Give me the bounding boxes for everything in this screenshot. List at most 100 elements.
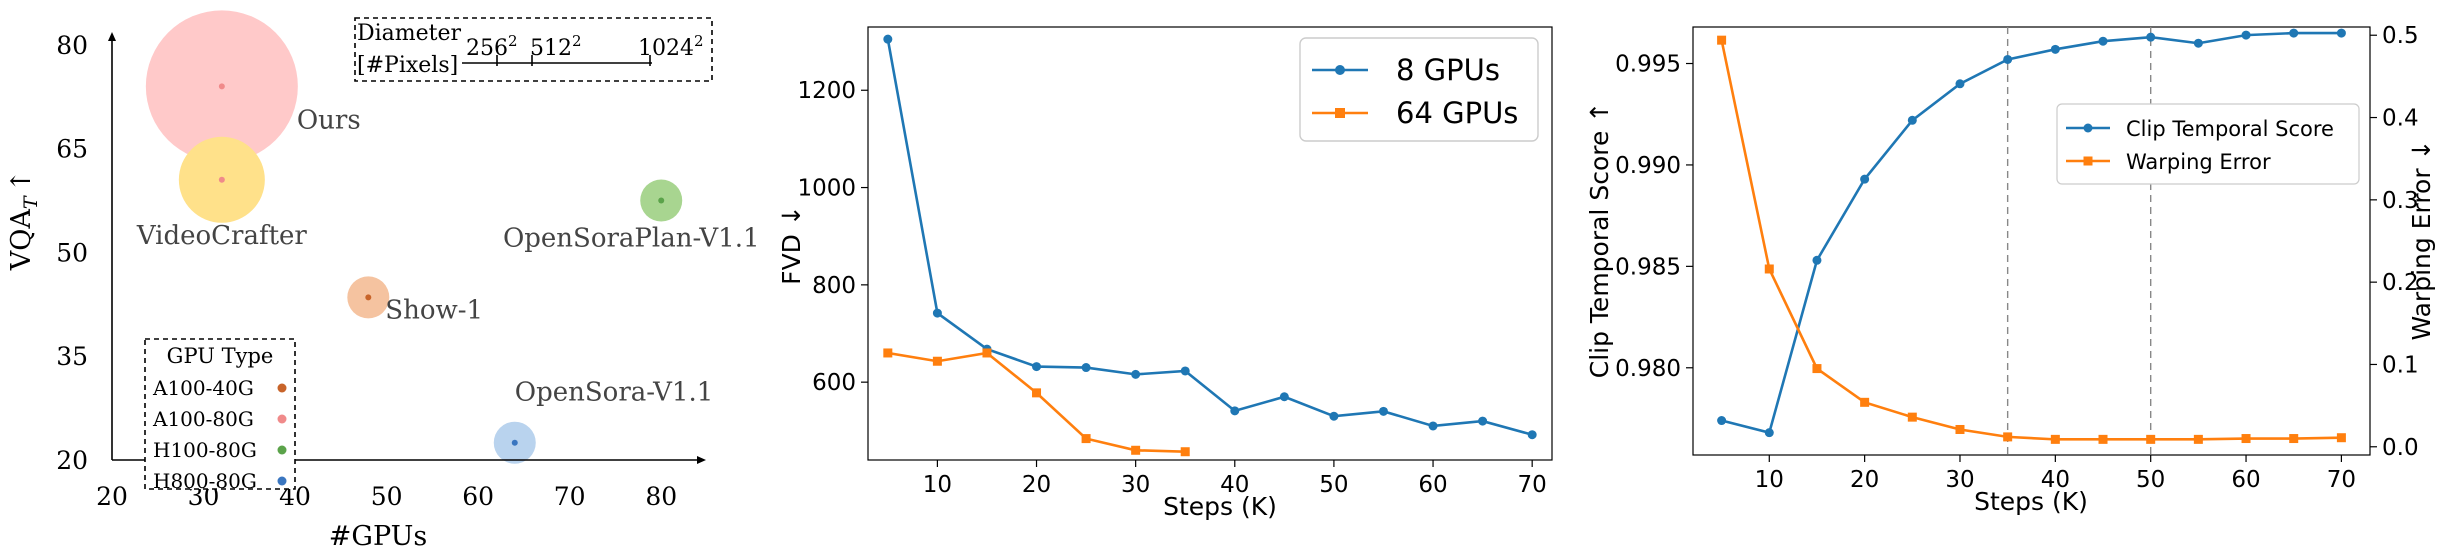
data-point <box>2003 54 2013 64</box>
data-point <box>932 308 942 318</box>
data-point <box>1131 369 1141 379</box>
x-tick-label: 50 <box>2136 467 2165 493</box>
x-axis-label: #GPUs <box>329 521 428 552</box>
clip-legend-items: Clip Temporal Score Warping Error <box>2066 117 2334 174</box>
clip-series <box>1717 28 2346 444</box>
y-tick-label: 1000 <box>797 176 856 202</box>
clip-axes: 10 20 30 40 50 60 70 0.980 0.985 0.990 0.995 0.0 0.1… <box>1615 23 2418 493</box>
data-point <box>2336 433 2346 443</box>
data-point <box>2003 432 2013 442</box>
bubble-center-dot <box>365 294 372 301</box>
data-point <box>2146 32 2156 42</box>
y-tick-label-left: 0.995 <box>1615 52 1681 78</box>
data-point <box>932 356 942 366</box>
legend-label: Clip Temporal Score <box>2126 117 2334 141</box>
data-point <box>2289 434 2299 444</box>
point-label-opensoraplan-v1-1: OpenSoraPlan-V1.1 <box>503 224 760 254</box>
x-tick-label: 70 <box>1518 472 1547 498</box>
x-tick-label: 10 <box>1755 467 1784 493</box>
gpu-scatter-chart: Ours VideoCrafter OpenSoraPlan-V1.1 Show-1 O… <box>6 10 760 552</box>
clip-legend: Clip Temporal Score Warping Error <box>2056 103 2360 185</box>
series-line-0 <box>1721 31 2342 435</box>
x-tick-label: 10 <box>923 472 952 498</box>
data-point <box>2098 434 2108 444</box>
data-point <box>1860 397 1870 407</box>
y-tick-label-left: 0.980 <box>1615 356 1681 382</box>
x-tick-label: 40 <box>1220 472 1249 498</box>
x-tick-label: 50 <box>371 482 403 511</box>
gpu-legend-label: A100-40G <box>152 376 254 400</box>
fvd-line-chart: 10 20 30 40 50 60 70 600 800 1000 1200 Steps (K) F… <box>777 26 1553 521</box>
y-tick-label-right: 0.4 <box>2382 106 2419 132</box>
y-axis-label-arrow: ↑ <box>6 170 37 193</box>
x-tick-label: 20 <box>1850 467 1879 493</box>
data-point <box>1180 366 1190 376</box>
y-tick-label-right: 0.3 <box>2382 188 2419 214</box>
data-point <box>2098 36 2108 46</box>
x-tick-label: 30 <box>1121 472 1150 498</box>
data-point <box>1180 447 1190 457</box>
data-point <box>1907 115 1917 125</box>
y-tick-label: 50 <box>56 238 88 267</box>
legend-marker <box>1335 65 1345 75</box>
y-tick-label-right: 0.2 <box>2382 270 2419 296</box>
legend-label: 8 GPUs <box>1396 53 1500 87</box>
data-point <box>2241 434 2251 444</box>
data-point <box>1329 411 1339 421</box>
data-point <box>1131 445 1141 455</box>
data-point <box>1812 255 1822 265</box>
gpu-type-legend: GPU Type A100-40G A100-80G H100-80G H800-80… <box>144 338 296 493</box>
y-tick-label: 80 <box>56 31 88 60</box>
x-tick-label: 40 <box>2041 467 2070 493</box>
x-tick-label: 20 <box>96 482 128 511</box>
data-point <box>1812 364 1822 374</box>
y-tick-label-left: 0.990 <box>1615 153 1681 179</box>
data-point <box>1378 406 1388 416</box>
data-point <box>2146 434 2156 444</box>
legend-marker <box>2083 123 2093 133</box>
data-point <box>1428 421 1438 431</box>
x-tick-label: 30 <box>1945 467 1974 493</box>
bubble-center-dot <box>218 176 225 183</box>
y-tick-label: 35 <box>56 342 88 371</box>
bubble-center-dot <box>658 197 665 204</box>
y-tick-label: 600 <box>812 370 856 396</box>
data-point <box>1717 416 1727 426</box>
legend-marker <box>2083 156 2093 166</box>
data-point <box>2050 44 2060 54</box>
data-point <box>1955 424 1965 434</box>
gpu-legend-dot <box>277 414 287 424</box>
point-label-videocrafter: VideoCrafter <box>136 221 308 251</box>
x-tick-label: 70 <box>2327 467 2356 493</box>
data-point <box>1279 392 1289 402</box>
gpu-legend-dot <box>277 476 287 486</box>
series-line-1 <box>1720 39 2342 441</box>
data-point <box>2193 38 2203 48</box>
data-point <box>1527 430 1537 440</box>
data-point <box>2241 30 2251 40</box>
data-point <box>883 348 893 358</box>
gpu-legend-dot <box>277 383 287 393</box>
data-point <box>1081 363 1091 373</box>
data-point <box>1955 79 1965 89</box>
y-tick-label: 65 <box>56 135 88 164</box>
series-line-0 <box>886 38 1533 436</box>
legend-label: 64 GPUs <box>1396 96 1518 130</box>
bubble-center-dot <box>218 83 225 90</box>
size-legend-title-line2: [#Pixels] <box>357 53 458 78</box>
plot-frame <box>867 26 1553 461</box>
y-axis-arrow <box>108 32 116 41</box>
data-point <box>1230 406 1240 416</box>
y-axis-label-right: Warping Error ↓ <box>2407 139 2436 340</box>
data-point <box>2289 28 2299 38</box>
gpu-legend-label: H800-80G <box>153 469 257 493</box>
gpu-legend-items: A100-40G A100-80G H100-80G H800-80G <box>152 376 287 493</box>
x-tick-label: 60 <box>1418 472 1447 498</box>
x-tick-label: 60 <box>462 482 494 511</box>
point-label-show-1: Show-1 <box>385 295 483 325</box>
x-axis-label: Steps (K) <box>1163 492 1277 521</box>
x-axis-label: Steps (K) <box>1974 487 2088 516</box>
size-tick-1024: 10242 <box>638 32 704 61</box>
gpu-legend-title: GPU Type <box>167 344 274 368</box>
